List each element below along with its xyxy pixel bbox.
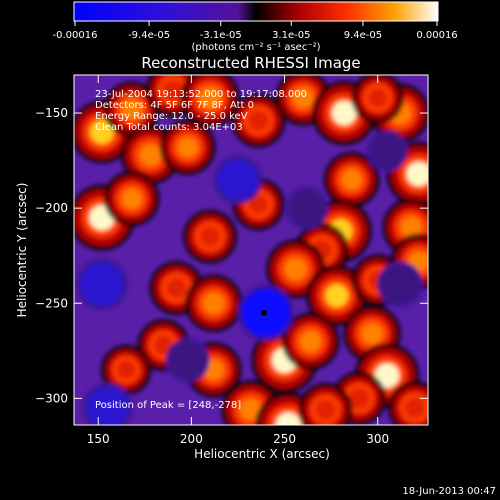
x-tick-label: 300	[366, 432, 389, 446]
image-annotations: 23-Jul-2004 19:13:52.000 to 19:17:08.000…	[95, 89, 307, 133]
heatmap-blob-peak	[249, 194, 268, 214]
x-axis-label: Heliocentric X (arcsec)	[194, 447, 330, 461]
axis-ticks	[74, 75, 428, 425]
heatmap-blob-peak	[166, 278, 187, 298]
heatmap-blob-peak	[405, 398, 425, 418]
y-tick-label: −200	[35, 201, 68, 215]
heatmap-blob-peak	[299, 330, 322, 352]
y-tick-labels: −150 −200 −250 −300	[35, 106, 68, 405]
colorbar-unit-label: (photons cm⁻² s⁻¹ asec⁻²)	[191, 42, 320, 53]
colorbar-tick-label: -3.1e-05	[200, 30, 242, 41]
colorbar-tick-label: 3.1e-05	[272, 30, 310, 41]
colorbar-tick-labels: -0.00016 -9.4e-05 -3.1e-05 3.1e-05 9.4e-05 0.…	[53, 30, 458, 41]
x-tick-label: 250	[273, 432, 296, 446]
annotation-line: 23-Jul-2004 19:13:52.000 to 19:17:08.000	[95, 89, 307, 100]
heatmap-negative-blob	[217, 159, 259, 200]
annotation-line: Energy Range: 12.0 - 25.0 keV	[95, 111, 248, 122]
heatmap-blob-peak	[117, 360, 136, 379]
heatmap-negative-blob	[370, 134, 404, 168]
heatmap-blob-peak	[198, 86, 222, 109]
footer-date: 18-Jun-2013 00:47	[402, 486, 496, 497]
heatmap-negative-blob	[86, 386, 129, 425]
heatmap-blob-peak	[406, 161, 428, 187]
y-tick-label: −150	[35, 106, 68, 120]
x-tick-label: 150	[87, 432, 110, 446]
plot-frame	[73, 74, 429, 426]
heatmap-blob-peak	[374, 363, 400, 388]
heatmap-blob-peak	[177, 137, 198, 158]
colorbar-tick-label: -9.4e-05	[128, 30, 170, 41]
colorbar-ticks	[74, 21, 438, 26]
heatmap-blob-peak	[90, 120, 114, 144]
heatmap-blob-peak	[275, 412, 301, 425]
heatmap-blob-peak	[325, 284, 349, 308]
heatmap-negative-blob	[80, 262, 124, 306]
y-axis-label: Heliocentric Y (arcsec)	[15, 183, 29, 318]
colorbar-tick-label: -0.00016	[53, 30, 98, 41]
heatmap-blob-peak	[315, 399, 336, 420]
y-tick-label: −300	[35, 391, 68, 405]
x-tick-labels: 150 200 250 300	[87, 432, 389, 446]
heatmap-blob-peak	[121, 188, 142, 209]
plot-area	[74, 75, 428, 425]
heatmap-blob-peak	[284, 257, 307, 281]
heatmap-blob-peak	[368, 88, 388, 108]
heatmap-blob-peak	[292, 87, 314, 109]
annotation-line: Detectors: 4F 5F 6F 7F 8F, Att 0	[95, 100, 254, 111]
heatmap-blob-peak	[200, 226, 220, 247]
colorbar-tick-label: 0.00016	[416, 30, 457, 41]
peak-marker	[261, 310, 267, 316]
heatmap-blob-peak	[248, 110, 269, 131]
heatmap-blob-peak	[203, 292, 225, 314]
heatmap-blob-peak	[341, 169, 362, 190]
heatmap-blob-peak	[349, 388, 369, 409]
chart-title: Reconstructed RHESSI Image	[141, 54, 360, 72]
y-tick-label: −250	[35, 296, 68, 310]
heatmap-blob-peak	[239, 398, 263, 421]
heatmap-blob-peak	[361, 323, 383, 345]
heatmap-blob-peak	[331, 100, 357, 126]
annotation-line: Clean Total counts: 3.04E+03	[95, 122, 243, 133]
colorbar	[73, 1, 439, 22]
x-tick-label: 200	[180, 432, 203, 446]
heatmap-negative-blob	[381, 265, 419, 303]
heatmap-blob-peak	[139, 143, 162, 166]
heatmap-image	[74, 75, 428, 425]
heatmap-blob-peak	[121, 99, 142, 120]
heatmap-negative-blob	[289, 190, 325, 226]
heatmap-blob-peak	[162, 80, 183, 101]
heatmap-blob-peak	[153, 335, 173, 355]
heatmap-blob-peak	[400, 216, 422, 238]
peak-position-label: Position of Peak = [248,-278]	[95, 400, 241, 411]
heatmap-negative-blob	[169, 342, 206, 379]
colorbar-tick-label: 9.4e-05	[344, 30, 382, 41]
